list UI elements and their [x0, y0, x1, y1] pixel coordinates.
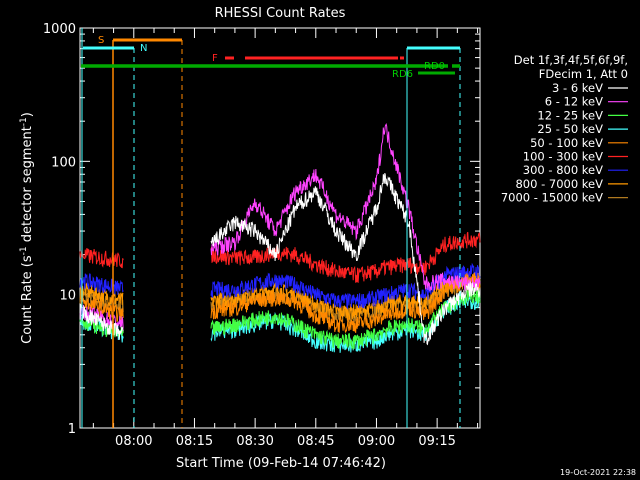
series-lines	[79, 122, 481, 353]
plot-frame	[79, 27, 481, 429]
y-label-sup2: -1	[19, 117, 29, 126]
x-tick-label: 09:00	[358, 434, 395, 449]
legend-label: 6 - 12 keV	[545, 95, 603, 109]
legend-header-1: Det 1f,3f,4f,5f,6f,9f,	[514, 53, 628, 67]
y-tick-label: 1000	[43, 22, 76, 37]
legend-header-2: FDecim 1, Att 0	[539, 67, 628, 81]
y-label-part2: detector segment	[20, 126, 35, 246]
y-tick-label: 100	[51, 155, 76, 170]
flag-label: F	[212, 53, 218, 64]
legend-label: 25 - 50 keV	[537, 122, 603, 136]
series-line	[79, 248, 124, 269]
legend-label: 100 - 300 keV	[523, 150, 603, 164]
y-label-sup1: -1	[19, 246, 29, 255]
x-axis: 08:00 08:15 08:30 08:45 09:00 09:15	[92, 28, 479, 449]
legend-label: 800 - 7000 keV	[515, 177, 603, 191]
series-line	[210, 173, 481, 346]
y-label-part1: Count Rate (s	[20, 255, 35, 344]
flag-label: N	[140, 43, 147, 54]
series-line	[79, 273, 124, 295]
legend-label: 3 - 6 keV	[552, 81, 603, 95]
series-line	[210, 286, 481, 351]
legend: Det 1f,3f,4f,5f,6f,9f, FDecim 1, Att 0 3…	[501, 53, 628, 205]
flag-markers: S N F RD0 RD6	[81, 28, 461, 428]
y-tick-label: 1	[68, 422, 76, 437]
flag-label: S	[98, 35, 104, 46]
x-tick-label: 08:45	[297, 434, 334, 449]
y-tick-label: 10	[59, 289, 76, 304]
chart-title: RHESSI Count Rates	[215, 6, 346, 21]
footer-date: 19-Oct-2021 22:38	[560, 468, 636, 477]
legend-label: 50 - 100 keV	[530, 136, 603, 150]
x-tick-label: 08:15	[176, 434, 213, 449]
series-line	[79, 296, 124, 322]
plot-area: 1 10 100 1000 08:00 08:15 08:30 08:45 09:00 09:1…	[43, 22, 481, 449]
y-label-end: )	[20, 112, 35, 117]
y-axis: 1 10 100 1000	[43, 22, 480, 437]
x-tick-label: 08:00	[115, 434, 152, 449]
series-line	[210, 231, 481, 283]
y-axis-label: Count Rate (s-1 detector segment-1)	[19, 112, 35, 344]
x-axis-label: Start Time (09-Feb-14 07:46:42)	[176, 456, 386, 471]
x-tick-label: 09:15	[418, 434, 455, 449]
series-line	[210, 272, 481, 333]
series-line	[210, 122, 481, 292]
legend-label: 300 - 800 keV	[523, 163, 603, 177]
flag-label: RD0	[424, 61, 445, 72]
x-tick-label: 08:30	[236, 434, 273, 449]
series-line	[79, 304, 124, 340]
legend-label: 7000 - 15000 keV	[501, 191, 603, 205]
flag-label: RD6	[392, 69, 413, 80]
series-line	[79, 281, 124, 307]
legend-label: 12 - 25 keV	[537, 108, 603, 122]
